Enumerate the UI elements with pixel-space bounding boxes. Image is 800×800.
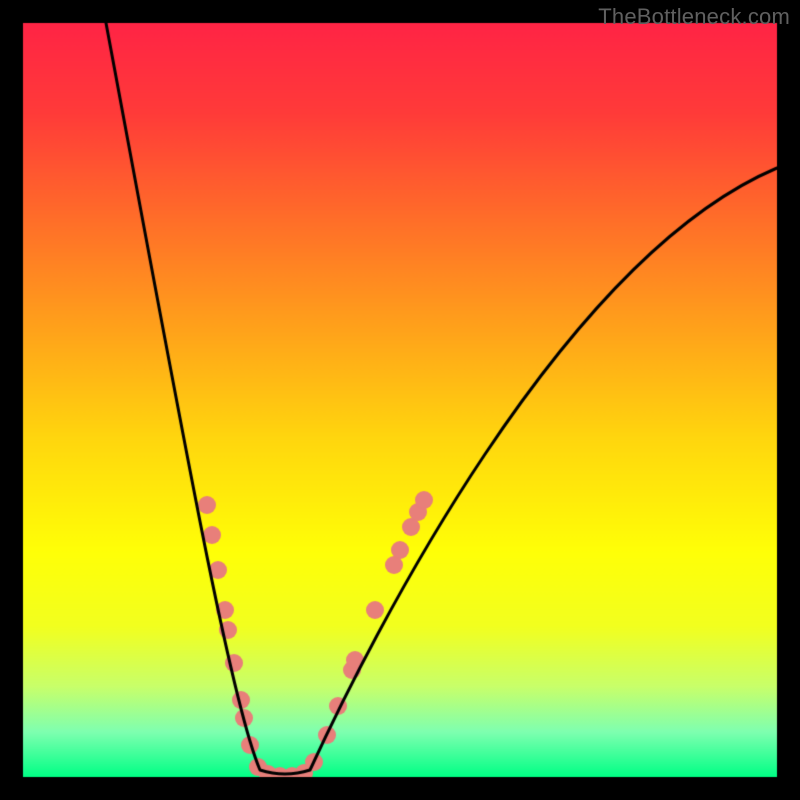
watermark-text: TheBottleneck.com: [598, 4, 790, 30]
bottleneck-chart: [0, 0, 800, 800]
